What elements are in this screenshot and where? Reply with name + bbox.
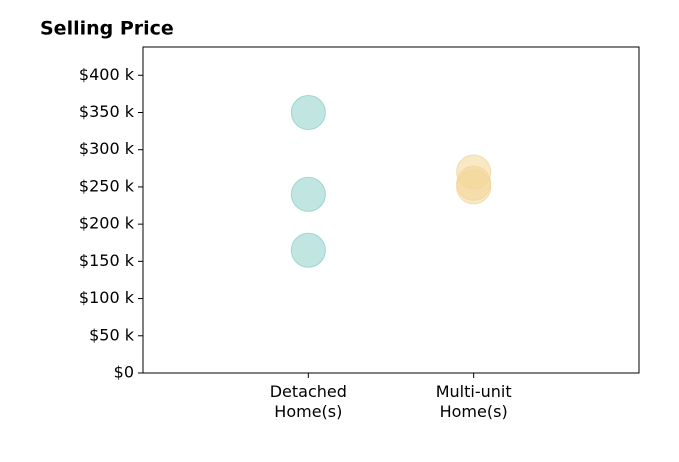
y-tick-label: $250 k: [79, 176, 135, 195]
chart-title: Selling Price: [40, 18, 174, 40]
plot-frame: [142, 46, 640, 374]
y-tick-label: $350 k: [79, 102, 135, 121]
point: [290, 94, 326, 130]
x-tick-label: Multi-unit Home(s): [435, 382, 512, 421]
point: [456, 169, 492, 205]
y-tick-label: $400 k: [79, 65, 135, 84]
x-tick-label: Detached Home(s): [269, 382, 347, 421]
point: [290, 232, 326, 268]
y-tick-label: $300 k: [79, 139, 135, 158]
y-tick-label: $200 k: [79, 214, 135, 233]
y-tick-label: $150 k: [79, 251, 135, 270]
y-tick-label: $0: [114, 363, 134, 382]
y-tick-label: $100 k: [79, 288, 135, 307]
y-tick-label: $50 k: [89, 325, 135, 344]
point: [290, 176, 326, 212]
